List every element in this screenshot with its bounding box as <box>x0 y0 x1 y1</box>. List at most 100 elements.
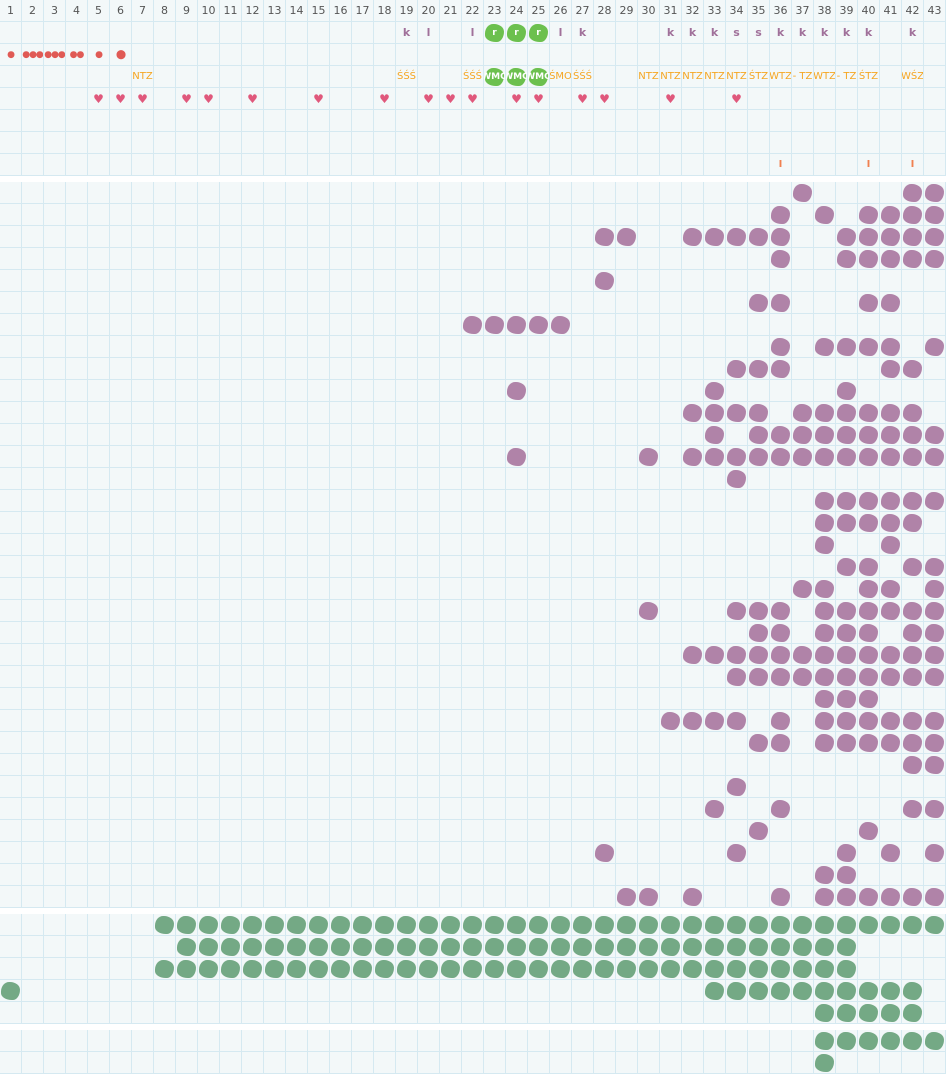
grid-cell[interactable] <box>264 732 286 754</box>
grid-cell[interactable] <box>154 820 176 842</box>
grid-cell[interactable] <box>660 936 682 958</box>
green-marker[interactable] <box>749 937 768 956</box>
grid-cell[interactable] <box>220 754 242 776</box>
grid-cell[interactable] <box>572 958 594 980</box>
grid-cell[interactable] <box>220 1052 242 1074</box>
grid-cell[interactable] <box>484 820 506 842</box>
grid-cell[interactable] <box>506 154 528 176</box>
green-marker[interactable] <box>771 937 790 956</box>
grid-cell[interactable] <box>440 980 462 1002</box>
grid-cell[interactable] <box>0 314 22 336</box>
green-marker[interactable] <box>573 959 592 978</box>
grid-cell[interactable] <box>198 512 220 534</box>
grid-cell[interactable] <box>594 248 616 270</box>
grid-cell[interactable] <box>330 226 352 248</box>
grid-cell[interactable] <box>682 248 704 270</box>
grid-cell[interactable] <box>506 226 528 248</box>
grid-cell[interactable] <box>924 402 946 424</box>
grid-cell[interactable] <box>110 936 132 958</box>
grid-cell[interactable] <box>682 864 704 886</box>
green-marker[interactable] <box>199 937 218 956</box>
grid-cell[interactable] <box>770 182 792 204</box>
grid-cell[interactable] <box>770 270 792 292</box>
grid-cell[interactable] <box>198 314 220 336</box>
grid-cell[interactable] <box>858 864 880 886</box>
grid-cell[interactable] <box>506 1030 528 1052</box>
grid-cell[interactable]: ♥ <box>242 88 264 110</box>
grid-cell[interactable] <box>198 666 220 688</box>
grid-cell[interactable] <box>616 248 638 270</box>
purple-marker[interactable] <box>859 205 878 224</box>
grid-cell[interactable] <box>792 358 814 380</box>
grid-cell[interactable] <box>682 914 704 936</box>
column-header[interactable]: 10 <box>198 0 220 22</box>
grid-cell[interactable] <box>880 886 902 908</box>
purple-marker[interactable] <box>925 843 944 862</box>
grid-cell[interactable] <box>660 820 682 842</box>
grid-cell[interactable] <box>462 1002 484 1024</box>
grid-cell[interactable] <box>594 44 616 66</box>
grid-cell[interactable] <box>682 110 704 132</box>
purple-marker[interactable] <box>771 227 790 246</box>
grid-cell[interactable] <box>682 380 704 402</box>
grid-cell[interactable] <box>660 578 682 600</box>
grid-cell[interactable] <box>176 732 198 754</box>
grid-cell[interactable] <box>660 402 682 424</box>
grid-cell[interactable] <box>484 936 506 958</box>
grid-cell[interactable] <box>858 754 880 776</box>
grid-cell[interactable] <box>132 468 154 490</box>
grid-cell[interactable] <box>88 1002 110 1024</box>
grid-cell[interactable] <box>374 864 396 886</box>
grid-cell[interactable] <box>396 204 418 226</box>
grid-cell[interactable] <box>308 578 330 600</box>
grid-cell[interactable] <box>528 1030 550 1052</box>
grid-cell[interactable] <box>0 914 22 936</box>
grid-cell[interactable] <box>770 424 792 446</box>
grid-cell[interactable] <box>418 754 440 776</box>
grid-cell[interactable] <box>528 534 550 556</box>
grid-cell[interactable] <box>286 578 308 600</box>
green-marker[interactable] <box>573 937 592 956</box>
grid-cell[interactable] <box>198 600 220 622</box>
green-marker[interactable] <box>265 937 284 956</box>
grid-cell[interactable] <box>550 110 572 132</box>
grid-cell[interactable] <box>880 914 902 936</box>
grid-cell[interactable] <box>110 958 132 980</box>
grid-cell[interactable] <box>330 270 352 292</box>
green-marker[interactable] <box>837 915 856 934</box>
grid-cell[interactable] <box>462 292 484 314</box>
grid-cell[interactable] <box>814 644 836 666</box>
grid-cell[interactable] <box>726 914 748 936</box>
grid-cell[interactable] <box>330 380 352 402</box>
grid-cell[interactable] <box>396 534 418 556</box>
purple-marker[interactable] <box>881 425 900 444</box>
grid-cell[interactable] <box>220 44 242 66</box>
grid-cell[interactable] <box>220 886 242 908</box>
grid-cell[interactable] <box>110 556 132 578</box>
column-header[interactable]: 31 <box>660 0 682 22</box>
grid-cell[interactable] <box>462 336 484 358</box>
grid-cell[interactable] <box>0 578 22 600</box>
grid-cell[interactable] <box>0 490 22 512</box>
grid-cell[interactable] <box>330 336 352 358</box>
grid-cell[interactable] <box>0 842 22 864</box>
grid-cell[interactable] <box>572 336 594 358</box>
grid-cell[interactable] <box>748 226 770 248</box>
grid-cell[interactable] <box>352 958 374 980</box>
grid-cell[interactable] <box>66 914 88 936</box>
grid-cell[interactable] <box>22 710 44 732</box>
grid-cell[interactable] <box>374 204 396 226</box>
grid-cell[interactable] <box>550 270 572 292</box>
grid-cell[interactable] <box>198 980 220 1002</box>
grid-cell[interactable] <box>132 886 154 908</box>
grid-cell[interactable] <box>858 358 880 380</box>
grid-cell[interactable] <box>286 380 308 402</box>
grid-cell[interactable] <box>484 270 506 292</box>
grid-cell[interactable] <box>660 424 682 446</box>
grid-cell[interactable] <box>308 248 330 270</box>
green-marker[interactable] <box>353 937 372 956</box>
grid-cell[interactable]: - TZ <box>792 66 814 88</box>
grid-cell[interactable] <box>484 578 506 600</box>
grid-cell[interactable] <box>132 980 154 1002</box>
grid-cell[interactable] <box>396 512 418 534</box>
